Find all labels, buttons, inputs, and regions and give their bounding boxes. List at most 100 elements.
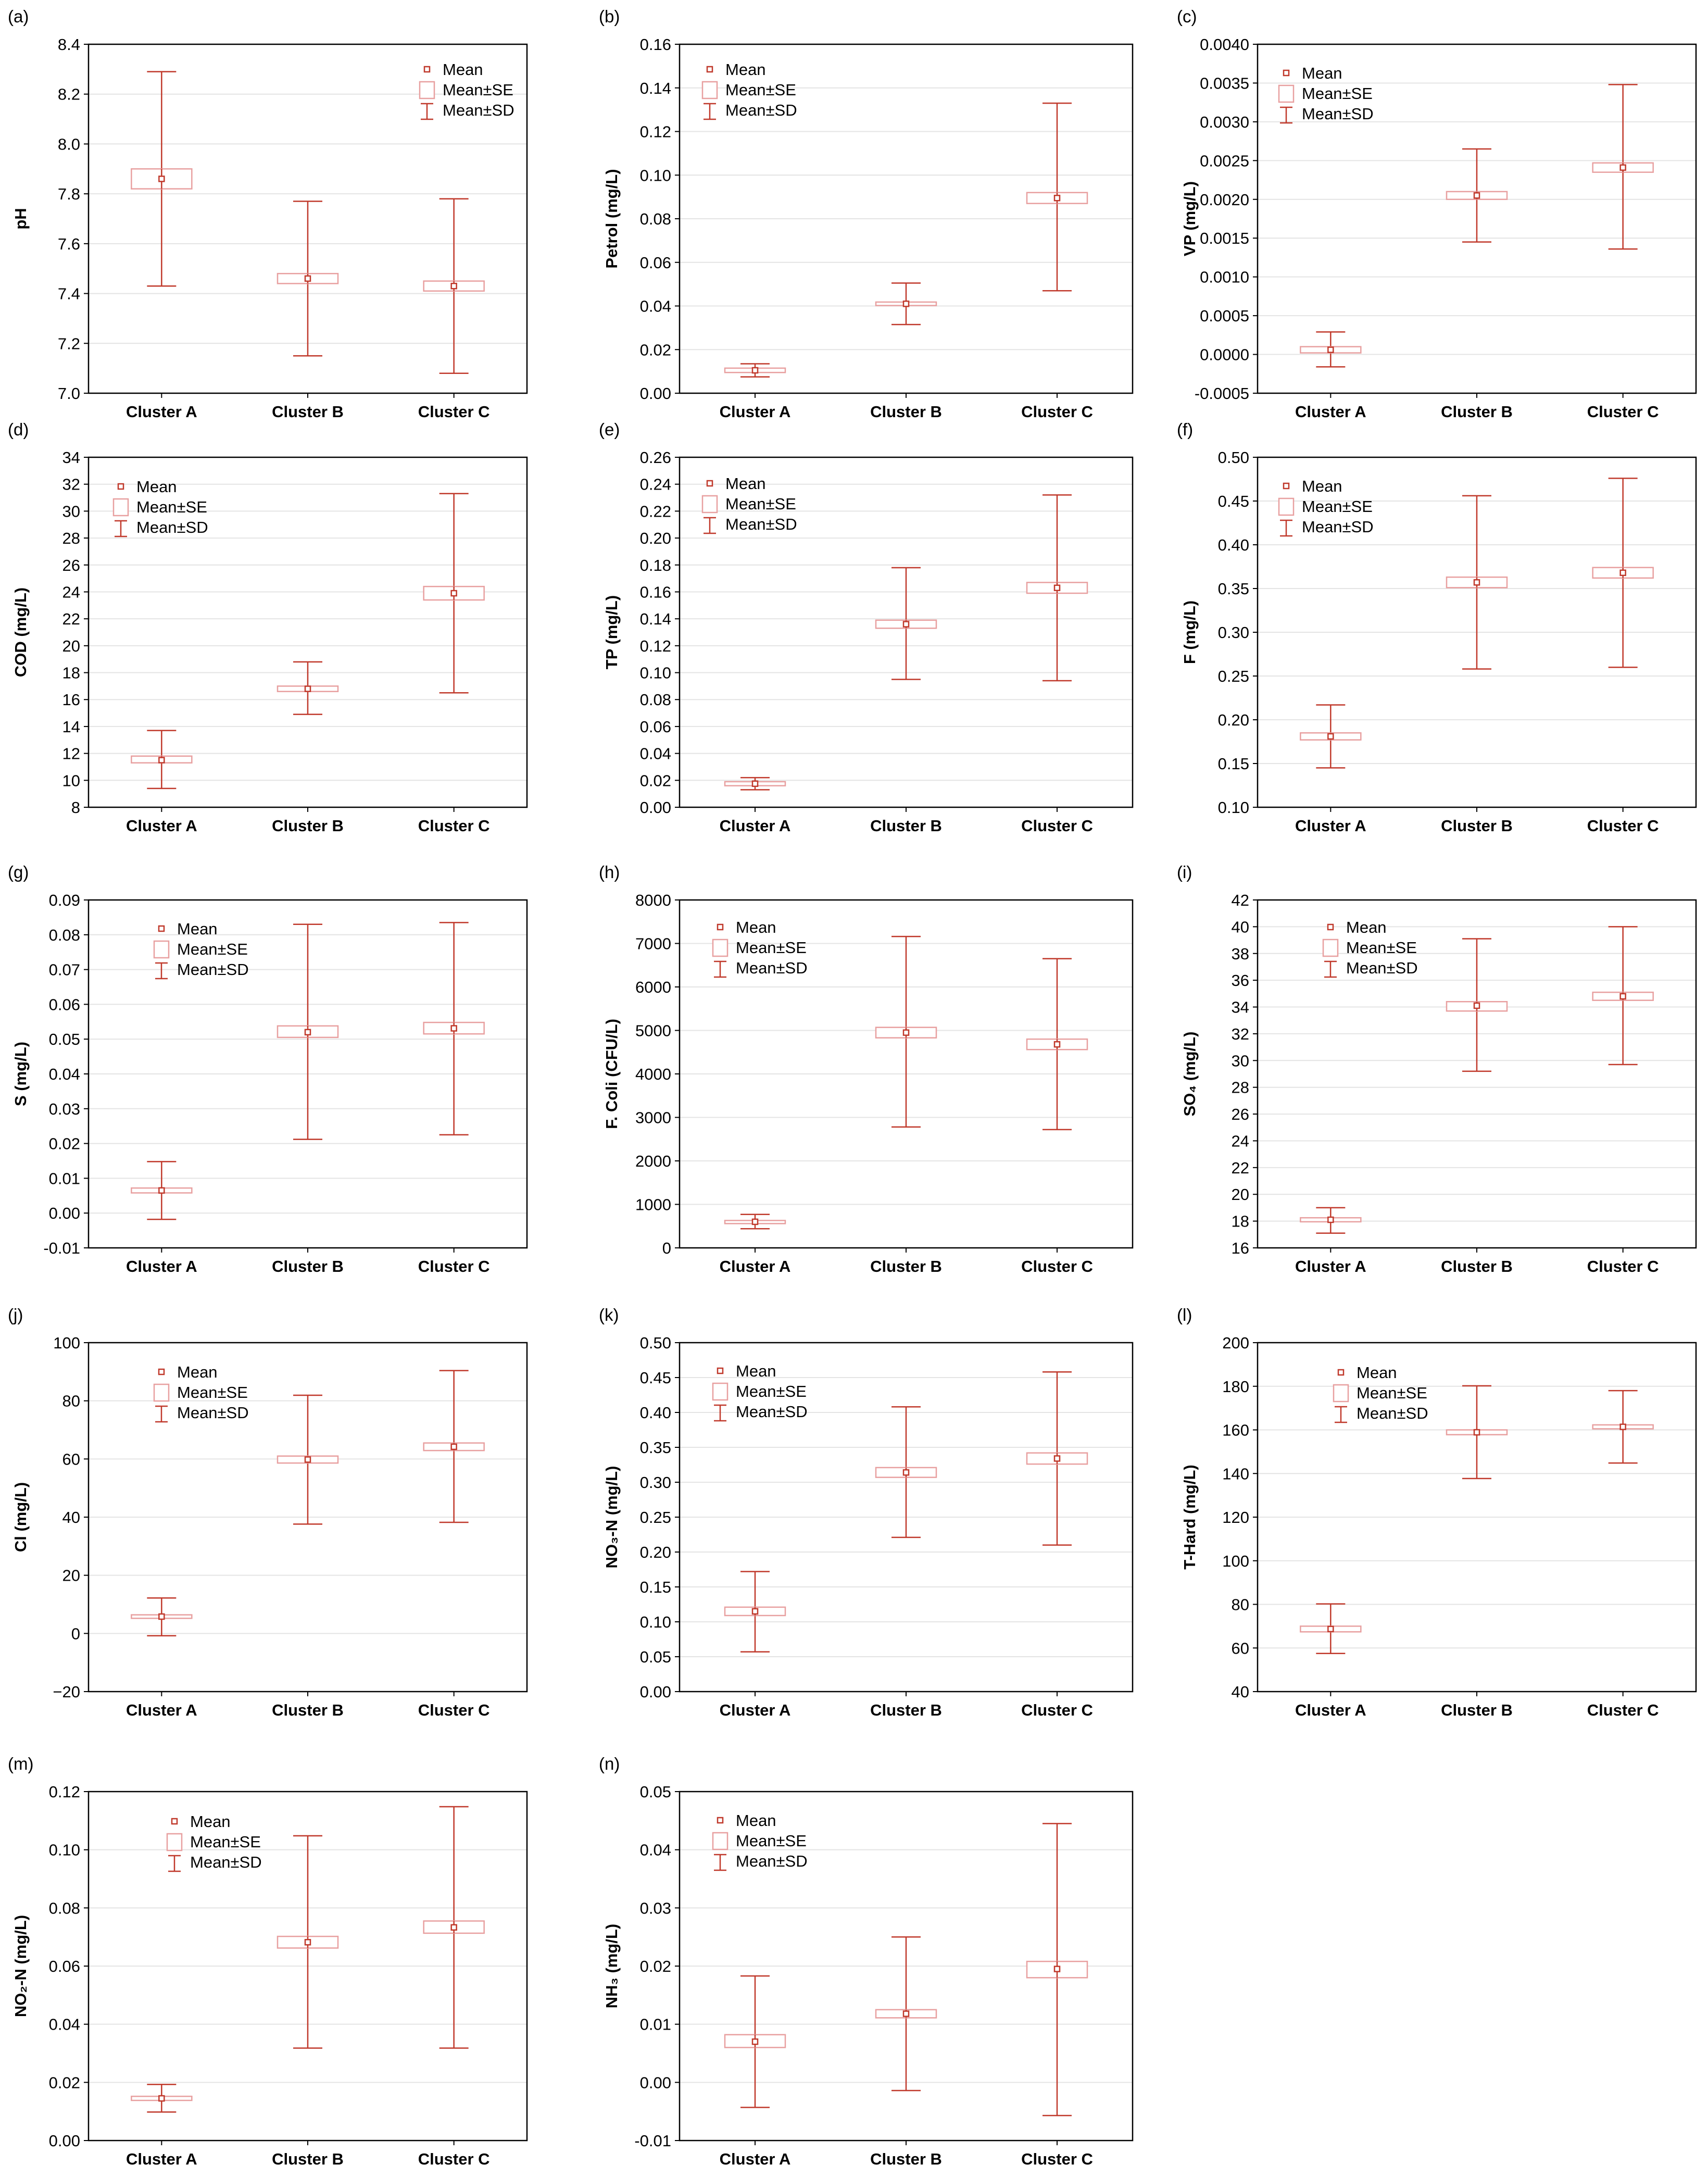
legend-se-box [712,1832,729,1850]
y-tick-label: 7.0 [58,384,80,403]
legend-sd-label: Mean±SD [736,1852,808,1870]
mean-marker [158,176,165,182]
mean-marker [1619,164,1626,171]
mean-marker [450,1443,457,1450]
x-tick-label: Cluster C [1021,817,1093,835]
mean-marker [1619,1423,1626,1430]
y-tick-label: 100 [53,1334,80,1352]
chart-panel: (i) 16 18 20 22 24 26 28 30 32 34 36 38 40 42 SO₄ (mg/L… [1177,862,1697,1275]
mean-marker [1327,1216,1334,1223]
mean-marker [902,301,910,307]
x-tick-label: Cluster A [720,2150,791,2168]
chart-panel: (b) 0.00 0.02 0.04 0.06 0.08 0.10 0.12 0.14 0.16 P… [599,7,1134,421]
y-tick-label: 0.10 [1218,798,1249,817]
legend-se-label: Mean±SE [725,81,796,99]
panel-label: (h) [599,862,620,882]
y-tick-label: 0.06 [49,995,80,1014]
y-tick-label: 24 [62,583,80,601]
legend-se-label: Mean±SE [1346,939,1417,957]
x-tick-label: Cluster A [720,817,791,835]
legend-se-label: Mean±SE [443,81,513,99]
y-tick-label: -0.01 [634,2132,671,2150]
y-axis-label: pH [11,208,30,229]
y-axis-label: S (mg/L) [11,1042,30,1106]
legend-se-label: Mean±SE [725,495,796,513]
y-tick-label: 40 [1232,1683,1249,1701]
y-tick-label: 0.00 [640,2073,671,2092]
y-axis-label: Petrol (mg/L) [602,169,621,268]
legend-mean-marker [1327,923,1334,931]
y-tick-label: 120 [1222,1508,1249,1527]
mean-marker [1473,1002,1480,1009]
mean-marker [751,367,759,374]
x-tick-label: Cluster B [870,817,942,835]
y-tick-label: 0.18 [640,556,671,574]
y-tick-label: 0.08 [49,1899,80,1917]
y-tick-label: 18 [62,664,80,682]
mean-marker [1053,194,1061,202]
y-tick-label: 0.0005 [1200,307,1249,325]
x-tick-label: Cluster B [1441,817,1513,835]
mean-marker [304,685,311,692]
legend-mean-label: Mean [1302,477,1342,495]
y-tick-label: 0.10 [49,1841,80,1859]
x-tick-label: Cluster A [126,1257,197,1275]
y-tick-label: 0.20 [1218,711,1249,729]
y-tick-label: 0.30 [1218,623,1249,642]
y-tick-label: 7.6 [58,235,80,253]
y-tick-label: 10 [62,771,80,790]
legend-sd-label: Mean±SD [177,960,249,979]
x-tick-label: Cluster B [870,1257,942,1275]
y-tick-label: 0.08 [49,926,80,944]
y-tick-label: 0.06 [49,1957,80,1975]
legend-se-label: Mean±SE [190,1833,261,1851]
x-tick-label: Cluster B [1441,403,1513,421]
y-tick-label: 6000 [635,978,671,996]
legend-mean-label: Mean [736,918,776,936]
x-tick-label: Cluster C [1021,2150,1093,2168]
y-tick-label: 26 [62,556,80,574]
y-tick-label: 0.14 [640,610,671,628]
y-axis-label: F. Coli (CFU/L) [602,1019,621,1129]
legend-mean-label: Mean [136,478,177,496]
y-axis-label: NO₂-N (mg/L) [11,1915,30,2017]
legend-se-label: Mean±SE [177,1383,248,1402]
y-tick-label: 0.04 [49,2016,80,2034]
y-tick-label: 0.00 [49,2132,80,2150]
y-tick-label: -0.0005 [1195,384,1249,403]
legend-mean-marker [158,925,165,932]
y-tick-label: 0.10 [640,166,671,184]
y-tick-label: 22 [62,610,80,628]
y-tick-label: 0.0035 [1200,74,1249,92]
y-tick-label: 0.03 [640,1899,671,1917]
x-tick-label: Cluster C [1587,1257,1659,1275]
legend-sd-label: Mean±SD [1346,959,1418,977]
mean-marker [751,2038,759,2045]
x-tick-label: Cluster B [272,817,344,835]
y-tick-label: 0.0025 [1200,152,1249,170]
x-tick-label: Cluster B [1441,1257,1513,1275]
y-tick-label: 32 [1232,1025,1249,1043]
y-tick-label: 30 [62,502,80,520]
legend-sd-label: Mean±SD [190,1853,262,1871]
y-tick-label: 0.12 [640,637,671,655]
mean-marker [450,282,457,290]
y-tick-label: 0.0040 [1200,35,1249,54]
mean-marker [1053,1966,1061,1972]
x-tick-label: Cluster B [272,2150,344,2168]
y-tick-label: 0.22 [640,502,671,520]
y-tick-label: 0.01 [49,1169,80,1187]
y-tick-label: 7.8 [58,185,80,203]
y-tick-label: 16 [1232,1239,1249,1257]
y-tick-label: 0.09 [49,891,80,909]
chart-panel: (g) -0.01 0.00 0.01 0.02 0.03 0.04 0.05 0.06 0.07… [8,862,528,1275]
y-tick-label: 0.20 [640,529,671,547]
y-axis-label: VP (mg/L) [1180,181,1199,256]
legend-mean-marker [117,483,124,490]
x-tick-label: Cluster C [418,403,490,421]
legend-se-box [701,495,718,514]
mean-marker [751,780,759,787]
y-tick-label: 0.45 [640,1369,671,1387]
y-tick-label: 0.50 [640,1334,671,1352]
